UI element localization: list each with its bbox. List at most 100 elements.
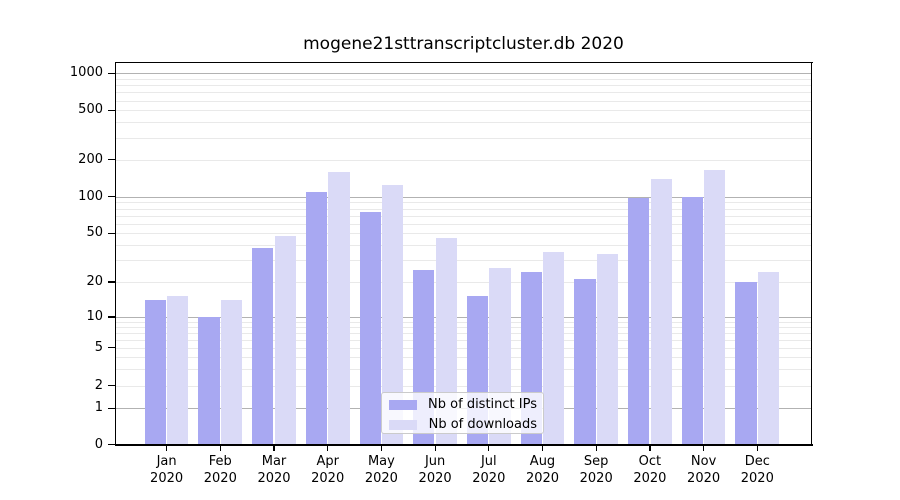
plot-area (115, 62, 812, 445)
gridline-minor-3 (115, 368, 812, 370)
y-tick-1 (108, 407, 115, 409)
gridline-minor-800 (115, 85, 812, 87)
gridline-minor-600 (115, 100, 812, 102)
y-tick-2 (108, 385, 115, 387)
x-label-year-apr: 2020 (311, 471, 345, 486)
y-tick-label-20: 20 (86, 273, 103, 289)
y-tick-label-100: 100 (78, 188, 103, 204)
x-tick-jun (434, 445, 436, 452)
x-label-month-apr: Apr (316, 454, 339, 469)
downloads-label: Nb of downloads (428, 417, 537, 432)
bar-downloads-aug (543, 252, 565, 445)
x-label-month-sep: Sep (583, 454, 609, 469)
bar-distinct-ips-nov (681, 196, 703, 445)
x-label-year-sep: 2020 (579, 471, 613, 486)
y-tick-label-0: 0 (94, 436, 103, 452)
y-tick-500 (108, 109, 115, 112)
x-tick-mar (273, 445, 275, 452)
gridline-major-10 (115, 316, 812, 318)
bar-distinct-ips-may (359, 211, 381, 445)
x-tick-nov (703, 445, 705, 452)
x-label-year-jul: 2020 (472, 471, 506, 486)
x-label-month-jun: Jun (424, 454, 446, 469)
bar-downloads-jan (167, 296, 189, 445)
bar-downloads-nov (704, 169, 726, 445)
y-tick-0 (108, 443, 115, 446)
gridline-minor-9 (115, 321, 812, 323)
x-label-month-jul: Jul (480, 454, 497, 469)
y-tick-10 (108, 316, 115, 318)
y-tick-label-1: 1 (94, 400, 103, 416)
x-tick-jul (488, 445, 490, 452)
left-spine (114, 61, 116, 446)
x-tick-feb (219, 445, 221, 452)
x-label-month-feb: Feb (208, 454, 232, 469)
y-tick-label-50: 50 (86, 225, 103, 241)
bar-downloads-apr (328, 171, 350, 445)
gridline-minor-20 (115, 281, 812, 283)
gridline-minor-90 (115, 202, 812, 204)
gridline-major-100 (115, 196, 812, 198)
bar-downloads-sep (596, 253, 619, 445)
bar-downloads-dec (757, 272, 780, 445)
bar-distinct-ips-mar (252, 247, 274, 445)
y-tick-label-500: 500 (78, 102, 103, 118)
distinct-ips-swatch (389, 400, 417, 410)
x-label-year-dec: 2020 (740, 471, 774, 486)
gridline-minor-2 (115, 385, 812, 387)
gridline-minor-400 (115, 122, 812, 124)
x-label-year-may: 2020 (364, 471, 398, 486)
top-spine (114, 61, 813, 63)
bar-downloads-may (382, 184, 404, 445)
x-label-year-oct: 2020 (633, 471, 667, 486)
x-tick-sep (595, 445, 597, 452)
x-tick-may (380, 445, 383, 452)
x-label-month-mar: Mar (261, 454, 287, 469)
y-tick-label-10: 10 (86, 308, 103, 324)
x-tick-apr (327, 445, 329, 452)
bar-distinct-ips-oct (628, 198, 650, 445)
gridline-minor-50 (115, 233, 812, 235)
y-tick-label-200: 200 (78, 151, 103, 167)
x-label-year-jun: 2020 (418, 471, 452, 486)
x-label-month-nov: Nov (690, 454, 717, 469)
gridline-minor-30 (115, 260, 812, 262)
legend: Nb of distinct IPs Nb of downloads (381, 392, 544, 434)
bar-downloads-mar (274, 235, 296, 445)
x-label-year-mar: 2020 (257, 471, 291, 486)
gridline-minor-200 (115, 159, 812, 161)
x-label-month-dec: Dec (744, 454, 770, 469)
x-label-year-nov: 2020 (687, 471, 721, 486)
x-tick-jan (166, 445, 168, 452)
legend-item-distinct-ips: Nb of distinct IPs (382, 396, 543, 413)
bar-downloads-feb (220, 299, 243, 445)
legend-item-downloads: Nb of downloads (382, 416, 543, 433)
bar-distinct-ips-apr (305, 191, 328, 445)
right-spine (811, 61, 813, 446)
x-label-year-jan: 2020 (150, 471, 184, 486)
x-label-month-oct: Oct (638, 454, 662, 469)
bar-distinct-ips-jan (144, 299, 166, 445)
y-tick-100 (108, 196, 115, 198)
y-tick-5 (108, 347, 115, 349)
downloads-swatch (389, 420, 417, 430)
gridline-minor-70 (115, 215, 812, 217)
x-tick-dec (756, 445, 758, 452)
bar-distinct-ips-dec (735, 281, 757, 445)
gridline-major-1000 (115, 73, 812, 75)
y-tick-50 (108, 232, 115, 235)
gridline-minor-900 (115, 78, 812, 80)
gridline-minor-7 (115, 332, 812, 334)
bar-distinct-ips-feb (198, 316, 220, 445)
gridline-minor-300 (115, 137, 812, 139)
bar-downloads-oct (650, 179, 672, 445)
gridline-minor-80 (115, 208, 812, 210)
x-tick-oct (649, 445, 651, 452)
gridline-minor-6 (115, 339, 812, 341)
gridline-minor-4 (115, 357, 812, 358)
x-tick-aug (541, 445, 544, 452)
y-tick-20 (108, 281, 115, 283)
y-tick-label-1000: 1000 (69, 65, 103, 81)
gridline-minor-500 (115, 110, 812, 112)
y-tick-label-2: 2 (94, 377, 103, 393)
